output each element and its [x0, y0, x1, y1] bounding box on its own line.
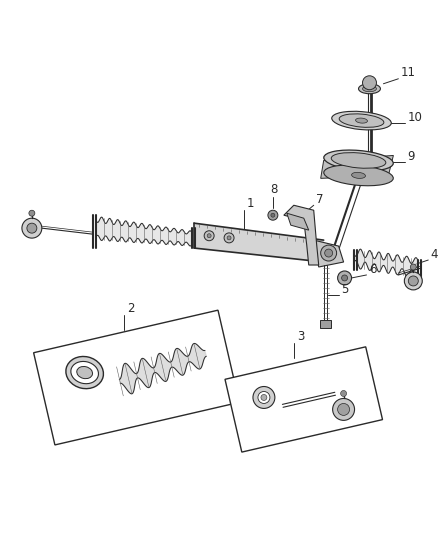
Polygon shape — [95, 217, 192, 246]
Text: 9: 9 — [407, 150, 415, 164]
Circle shape — [325, 249, 332, 257]
Circle shape — [363, 76, 376, 90]
Circle shape — [338, 403, 350, 415]
Circle shape — [341, 391, 346, 397]
Circle shape — [271, 213, 275, 217]
Ellipse shape — [359, 84, 381, 94]
Polygon shape — [120, 343, 206, 394]
Ellipse shape — [356, 118, 367, 123]
Circle shape — [207, 234, 211, 238]
Text: 6: 6 — [370, 263, 377, 276]
Ellipse shape — [71, 361, 99, 384]
Circle shape — [253, 386, 275, 408]
Circle shape — [408, 276, 418, 286]
Ellipse shape — [77, 367, 92, 378]
Circle shape — [258, 392, 270, 403]
Circle shape — [22, 218, 42, 238]
Text: 10: 10 — [407, 110, 422, 124]
Circle shape — [29, 210, 35, 216]
Ellipse shape — [339, 114, 384, 127]
Ellipse shape — [324, 165, 393, 185]
Circle shape — [404, 272, 422, 290]
Text: 11: 11 — [400, 66, 415, 79]
Circle shape — [227, 236, 231, 240]
Polygon shape — [353, 249, 418, 278]
Polygon shape — [314, 240, 343, 267]
Text: 1: 1 — [247, 197, 254, 210]
Text: 3: 3 — [297, 330, 304, 343]
Circle shape — [321, 245, 337, 261]
Polygon shape — [320, 320, 331, 328]
Ellipse shape — [352, 172, 365, 179]
Polygon shape — [34, 310, 239, 445]
Circle shape — [204, 231, 214, 241]
Circle shape — [27, 223, 37, 233]
Ellipse shape — [66, 357, 103, 389]
Circle shape — [342, 275, 348, 281]
Polygon shape — [321, 156, 393, 179]
Text: 4: 4 — [430, 248, 438, 261]
Text: 2: 2 — [127, 302, 135, 315]
Text: 5: 5 — [342, 283, 349, 296]
Polygon shape — [284, 205, 319, 265]
Circle shape — [410, 264, 416, 270]
Ellipse shape — [324, 150, 393, 171]
Circle shape — [268, 210, 278, 220]
Polygon shape — [194, 223, 324, 262]
Text: 7: 7 — [316, 193, 323, 206]
Circle shape — [338, 271, 352, 285]
Polygon shape — [225, 347, 382, 452]
Text: 8: 8 — [270, 183, 277, 196]
Circle shape — [332, 399, 354, 421]
Polygon shape — [287, 213, 309, 230]
Ellipse shape — [363, 86, 376, 92]
Ellipse shape — [331, 152, 386, 168]
Circle shape — [224, 233, 234, 243]
Ellipse shape — [332, 111, 391, 130]
Circle shape — [261, 394, 267, 400]
